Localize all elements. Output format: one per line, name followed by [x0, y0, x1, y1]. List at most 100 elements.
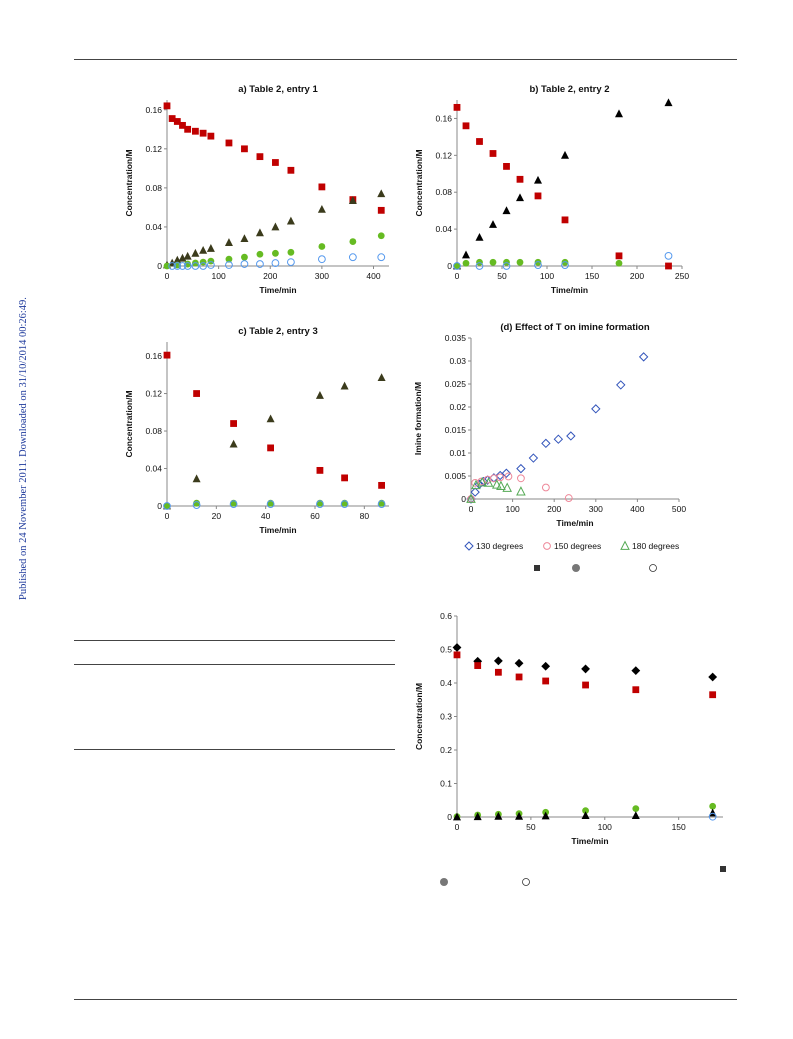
data-point [631, 666, 641, 676]
data-point [287, 248, 295, 256]
data-point [230, 420, 237, 427]
data-point [561, 261, 569, 269]
x-axis-label: Time/min [556, 518, 593, 528]
data-point [377, 206, 385, 214]
y-tick-label: 0.08 [435, 187, 452, 197]
data-point [561, 216, 569, 224]
x-tick-label: 50 [526, 822, 536, 832]
data-point [193, 390, 200, 397]
data-point [377, 232, 385, 240]
data-point [561, 258, 569, 266]
y-tick-label: 0.01 [449, 448, 466, 458]
data-point [496, 473, 505, 482]
x-tick-label: 60 [310, 511, 320, 521]
data-point [462, 259, 470, 267]
chart-title: b) Table 2, entry 2 [529, 84, 609, 95]
data-point [582, 807, 589, 815]
legend-square-marker-2 [720, 866, 726, 872]
chart-e: 0 50 100 150 0 0.1 0.2 0.3 0.4 0.5 0.6 Time/min Conc… [414, 611, 723, 846]
x-tick-label: 500 [672, 504, 686, 514]
top-rule [74, 59, 737, 60]
data-point [566, 431, 576, 441]
data-series-0 [466, 352, 649, 504]
x-tick-label: 20 [212, 511, 222, 521]
x-tick-label: 50 [497, 271, 507, 281]
data-point [183, 251, 192, 260]
y-tick-label: 0.1 [440, 779, 452, 789]
legend-entry: 180 degrees [620, 540, 679, 551]
data-point [163, 502, 171, 510]
legend-label: 150 degrees [554, 541, 601, 551]
data-point [632, 805, 640, 813]
data-point [462, 122, 470, 130]
y-tick-label: 0.04 [145, 464, 162, 474]
data-point [267, 444, 274, 452]
data-point [168, 262, 177, 270]
x-axis-label: Time/min [259, 285, 296, 295]
data-point [207, 132, 215, 140]
data-point [225, 255, 233, 263]
data-point [502, 262, 511, 270]
data-point [514, 658, 524, 668]
data-series-3 [453, 808, 717, 821]
data-point [709, 802, 717, 810]
x-tick-label: 0 [165, 511, 170, 521]
data-point [256, 260, 264, 268]
data-point [199, 258, 207, 266]
data-point [229, 439, 238, 448]
data-point [173, 255, 182, 264]
y-tick-label: 0.015 [445, 425, 467, 435]
data-series-1 [453, 651, 717, 699]
data-point [541, 661, 551, 671]
data-point [553, 434, 564, 444]
x-tick-label: 400 [630, 504, 644, 514]
data-point [496, 480, 506, 491]
data-point [516, 463, 526, 474]
data-point [348, 253, 357, 262]
data-point [271, 259, 280, 267]
data-point [502, 482, 513, 492]
data-point [377, 373, 386, 382]
data-point [178, 253, 187, 262]
y-tick-label: 0.2 [440, 745, 452, 755]
y-axis-label: Concentration/M [124, 149, 134, 216]
data-point [516, 175, 524, 183]
data-point [225, 139, 233, 147]
data-point [240, 260, 249, 268]
data-point [377, 500, 386, 509]
x-axis-label: Time/min [259, 525, 296, 535]
data-point [168, 115, 176, 122]
data-point [340, 500, 349, 509]
data-point [528, 453, 539, 463]
data-point [664, 251, 673, 260]
data-point [317, 255, 326, 264]
data-series-3 [163, 500, 386, 510]
data-point [541, 438, 551, 449]
y-tick-label: 0.04 [145, 222, 162, 232]
data-series-0 [163, 351, 385, 489]
data-point [581, 811, 590, 820]
data-point [631, 811, 640, 820]
y-axis-label: Concentration/M [124, 390, 134, 457]
data-point [206, 261, 215, 269]
data-point [516, 258, 524, 266]
data-point [378, 481, 385, 489]
data-series-2 [453, 258, 623, 270]
data-point [582, 681, 589, 689]
x-axis-label: Time/min [571, 836, 608, 846]
y-tick-label: 0.08 [145, 426, 162, 436]
chart-d: (d) Effect of T on imine formation 0 100 20… [413, 322, 686, 551]
data-point [266, 500, 275, 509]
data-point [163, 502, 171, 510]
data-point [489, 258, 497, 266]
chart-b: b) Table 2, entry 2 0 50 100 150 200 250 0 0.04 0… [414, 84, 689, 295]
legend-entry: 150 degrees [543, 541, 601, 551]
y-axis-label: Concentration/M [414, 683, 424, 750]
chart-a: a) Table 2, entry 1 0 100 200 300 400 0 0.04 0.0… [124, 84, 389, 295]
y-tick-label: 0.03 [449, 356, 466, 366]
y-tick-label: 0 [447, 261, 452, 271]
data-point [708, 812, 717, 821]
data-series-1 [163, 373, 386, 510]
y-tick-label: 0.6 [440, 611, 452, 621]
y-tick-label: 0.005 [445, 471, 467, 481]
